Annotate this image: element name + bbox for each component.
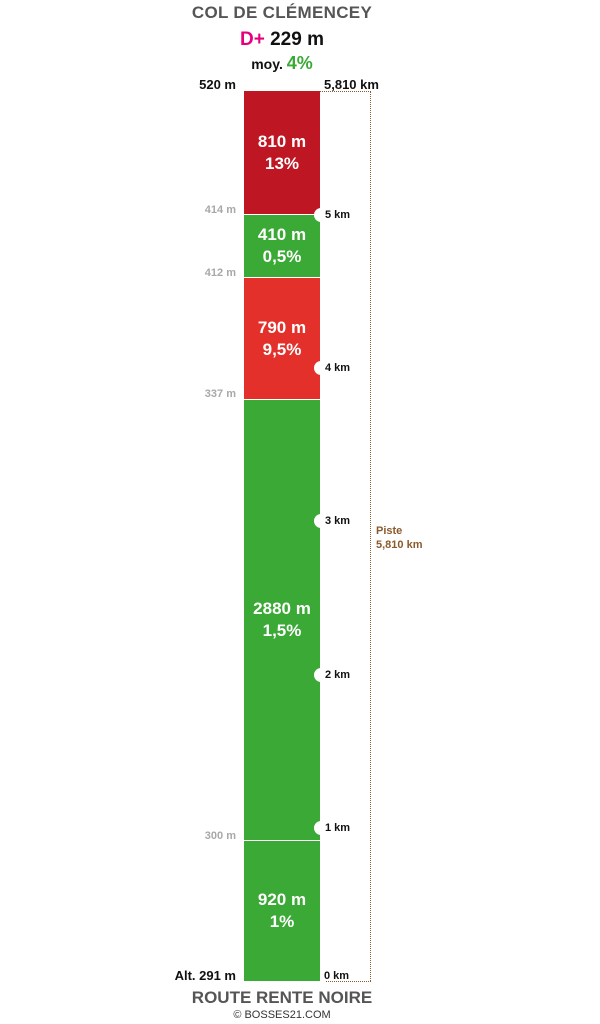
segment-5: 920 m 1% xyxy=(244,841,320,981)
piste-line-bottom xyxy=(326,981,371,982)
elevation-gain-label: D+ xyxy=(240,29,265,50)
segment-5-grade: 1% xyxy=(269,912,295,931)
km-marker: 2 km xyxy=(325,669,351,681)
base-distance: 0 km xyxy=(324,970,350,982)
km-marker: 5 km xyxy=(325,209,351,221)
average-grade-value: 4% xyxy=(286,53,313,73)
altitude-marker: 412 m xyxy=(204,267,236,279)
segment-5-length: 920 m xyxy=(257,890,307,909)
segment-3-grade: 9,5% xyxy=(262,339,302,359)
segment-2-grade: 0,5% xyxy=(262,247,302,266)
credit: © BOSSES21.COM xyxy=(233,1009,331,1021)
segment-3-length: 790 m xyxy=(257,317,307,337)
segment-2-length: 410 m xyxy=(257,225,307,244)
segment-1-grade: 13% xyxy=(264,153,300,173)
profile-bar: 810 m 13% 410 m 0,5% 790 m 9,5% 2880 m 1… xyxy=(244,91,320,981)
km-marker: 1 km xyxy=(325,822,351,834)
km-notch xyxy=(314,514,326,528)
piste-label: Piste 5,810 km xyxy=(376,524,422,552)
piste-line xyxy=(370,91,371,981)
piste-label-text: Piste xyxy=(376,525,403,537)
km-notch xyxy=(314,668,326,682)
road-name: ROUTE RENTE NOIRE xyxy=(191,988,373,1007)
base-altitude: Alt. 291 m xyxy=(174,968,236,983)
elevation-gain-value: 229 m xyxy=(270,29,324,50)
total-distance: 5,810 km xyxy=(324,77,379,92)
altitude-marker: 300 m xyxy=(204,830,236,842)
altitude-marker: 414 m xyxy=(204,204,236,216)
km-marker: 4 km xyxy=(325,362,351,374)
piste-line-top xyxy=(320,91,371,92)
segment-4: 2880 m 1,5% xyxy=(244,400,320,841)
segment-4-length: 2880 m xyxy=(253,599,311,618)
altitude-marker: 337 m xyxy=(204,388,236,400)
segment-4-grade: 1,5% xyxy=(262,621,302,640)
segment-1: 810 m 13% xyxy=(244,91,320,215)
segment-2: 410 m 0,5% xyxy=(244,215,320,278)
elevation-gain: D+ 229 m xyxy=(0,29,564,51)
average-grade: moy. 4% xyxy=(0,53,564,74)
km-notch xyxy=(314,361,326,375)
average-grade-label: moy. xyxy=(251,56,283,72)
segment-3: 790 m 9,5% xyxy=(244,278,320,400)
climb-title: COL DE CLÉMENCEY xyxy=(191,3,373,22)
piste-distance: 5,810 km xyxy=(376,539,423,551)
km-marker: 3 km xyxy=(325,515,351,527)
summit-altitude: 520 m xyxy=(199,77,236,92)
segment-1-length: 810 m xyxy=(257,131,307,151)
km-notch xyxy=(314,208,326,222)
km-notch xyxy=(314,821,326,835)
